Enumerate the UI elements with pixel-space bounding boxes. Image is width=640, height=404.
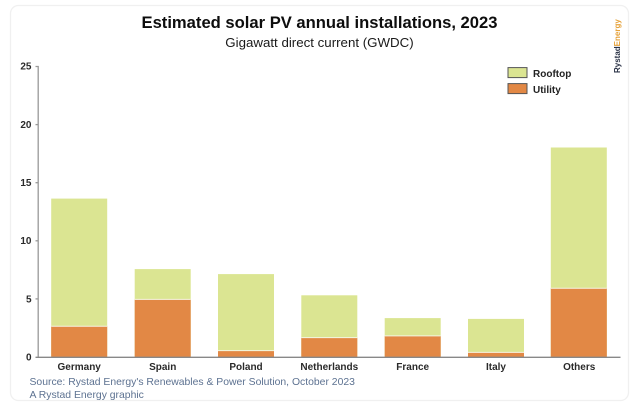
svg-text:10: 10: [20, 236, 32, 247]
svg-text:Source: Rystad Energy's Renewa: Source: Rystad Energy's Renewables & Pow…: [30, 377, 356, 388]
svg-text:20: 20: [20, 120, 32, 131]
svg-text:A Rystad Energy graphic: A Rystad Energy graphic: [30, 390, 144, 401]
svg-text:France: France: [396, 362, 429, 373]
svg-text:Gigawatt direct current (GWDC): Gigawatt direct current (GWDC): [225, 35, 413, 50]
svg-text:Rooftop: Rooftop: [533, 69, 571, 80]
svg-text:RystadEnergy: RystadEnergy: [613, 19, 622, 73]
svg-text:Italy: Italy: [486, 362, 506, 373]
svg-text:15: 15: [20, 178, 32, 189]
svg-text:Others: Others: [563, 362, 596, 373]
svg-text:5: 5: [26, 294, 32, 305]
svg-text:Utility: Utility: [533, 85, 561, 96]
svg-text:Spain: Spain: [149, 362, 176, 373]
svg-text:Poland: Poland: [229, 362, 262, 373]
svg-text:25: 25: [20, 62, 32, 73]
svg-text:Netherlands: Netherlands: [300, 362, 358, 373]
svg-text:Estimated solar PV annual inst: Estimated solar PV annual installations,…: [142, 13, 498, 32]
svg-text:0: 0: [26, 353, 32, 364]
svg-text:Germany: Germany: [58, 362, 102, 373]
